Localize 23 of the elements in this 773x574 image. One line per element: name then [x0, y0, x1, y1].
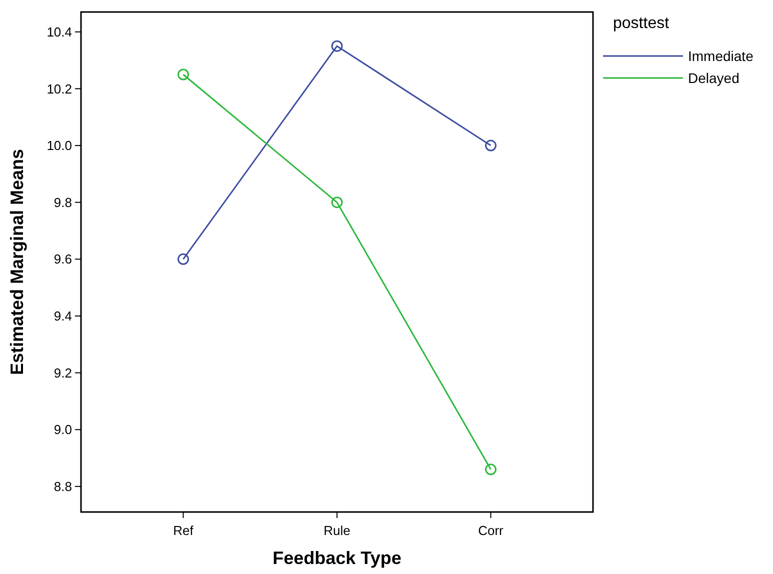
y-tick-label: 9.2	[54, 365, 72, 380]
text: Delayed	[688, 70, 740, 86]
point	[331, 196, 343, 208]
y-tick-label: 9.6	[54, 252, 72, 267]
x-axis-title: Feedback Type	[272, 548, 402, 568]
y-tick-label: 10.0	[46, 138, 72, 154]
point	[485, 140, 497, 152]
x-tick-label: Corr	[478, 523, 504, 538]
y-tick-label: 10.4	[46, 24, 72, 40]
y-tick-label: 9.8	[54, 194, 72, 210]
y-tick-label: 8.8	[54, 478, 72, 494]
x-tick-label: Ref	[173, 523, 194, 538]
y-tick-label: 9.4	[54, 308, 72, 324]
point	[331, 40, 343, 52]
point	[177, 68, 189, 80]
y-tick-label: 9.0	[54, 422, 72, 438]
point	[177, 253, 189, 265]
legend-title: posttest	[613, 15, 670, 32]
y-tick-label: 10.2	[46, 81, 72, 96]
point	[485, 464, 497, 476]
x-tick-label: Rule	[324, 523, 350, 538]
y-axis-title: Estimated Marginal Means	[7, 148, 27, 376]
text: Immediate	[688, 48, 754, 64]
